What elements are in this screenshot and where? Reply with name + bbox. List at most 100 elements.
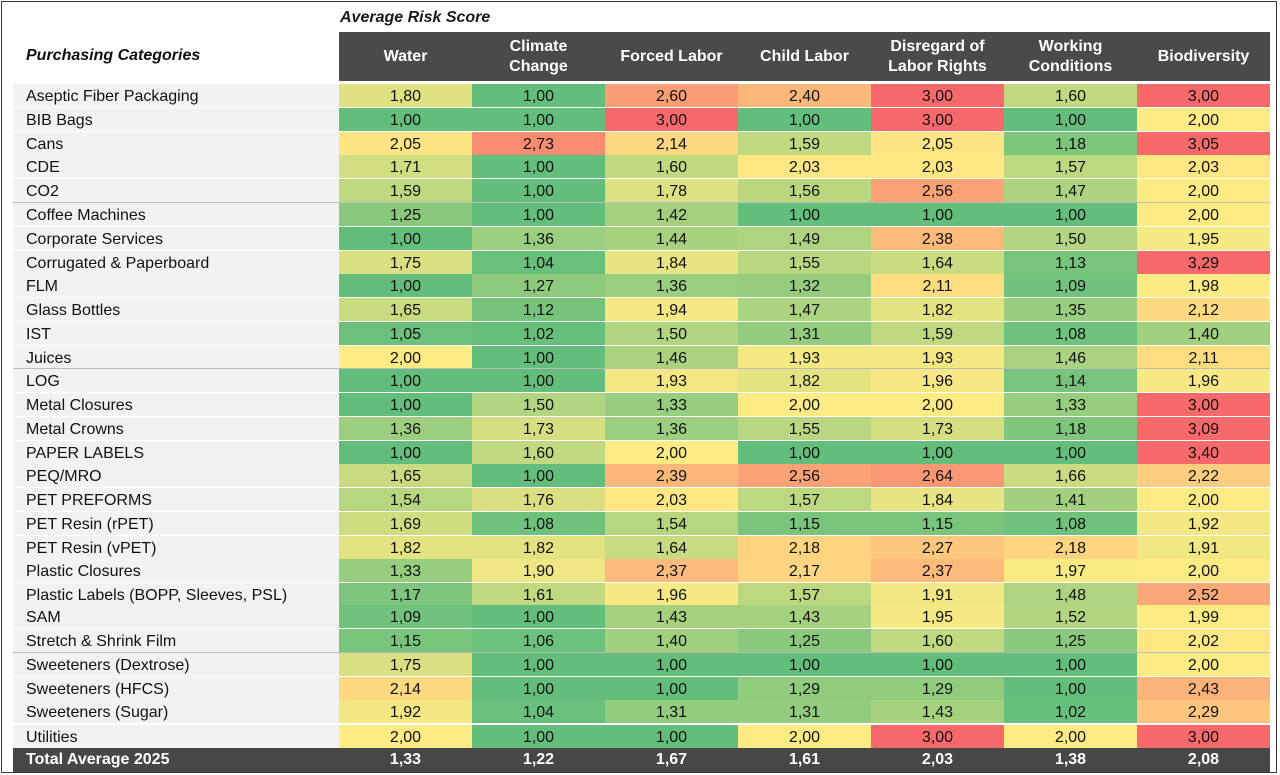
heatmap-cell: 1,36 [339,417,472,440]
heatmap-cell: 3,00 [871,725,1004,748]
heatmap-cell: 1,00 [738,203,871,226]
heatmap-cell: 1,59 [339,179,472,202]
group-separator [13,652,1270,653]
heatmap-cell: 2,64 [871,464,1004,487]
row-label: BIB Bags [26,112,93,129]
column-header: Biodiversity [1157,47,1250,65]
heatmap-cell: 3,00 [605,108,738,131]
column-header: Working Conditions [1028,37,1113,75]
heatmap-cell: 1,13 [1004,251,1137,274]
heatmap-cell: 1,18 [1004,417,1137,440]
total-value: 2,08 [1187,751,1220,768]
total-value: 1,67 [655,751,688,768]
heatmap-cell: 1,00 [339,274,472,297]
heatmap-cell: 1,36 [605,274,738,297]
heatmap-cell: 3,00 [1137,725,1270,748]
heatmap-cell: 1,57 [738,583,871,606]
row-label-band [13,417,339,440]
column-header-bar [339,32,1270,81]
heatmap-cell: 1,04 [472,251,605,274]
heatmap-cell: 2,56 [738,464,871,487]
heatmap-cell: 2,00 [1137,179,1270,202]
row-label: Stretch & Shrink Film [26,633,177,650]
heatmap-cell: 1,02 [472,322,605,345]
heatmap-cell: 2,14 [605,132,738,155]
heatmap-cell: 1,27 [472,274,605,297]
heatmap-cell: 1,00 [339,108,472,131]
row-header: Purchasing Categories [26,47,201,64]
heatmap-cell: 1,84 [871,488,1004,511]
row-label-band [13,605,339,628]
heatmap-cell: 3,00 [871,108,1004,131]
heatmap-cell: 1,96 [871,369,1004,392]
heatmap-cell: 2,14 [339,677,472,700]
heatmap-cell: 1,50 [472,393,605,416]
row-label-band [13,346,339,369]
heatmap-cell: 1,17 [339,583,472,606]
heatmap-cell: 2,27 [871,536,1004,559]
heatmap-cell: 1,60 [605,155,738,178]
heatmap-cell: 1,46 [605,346,738,369]
heatmap-cell: 1,00 [1004,677,1137,700]
heatmap-cell: 1,25 [339,203,472,226]
row-label: PET Resin (rPET) [26,516,154,533]
heatmap-cell: 2,00 [1137,653,1270,676]
heatmap-cell: 1,43 [738,605,871,628]
heatmap-cell: 1,00 [472,203,605,226]
row-label: CDE [26,159,60,176]
heatmap-cell: 1,60 [871,629,1004,652]
row-label-band [13,203,339,226]
heatmap-cell: 2,18 [738,536,871,559]
heatmap-cell: 2,05 [339,132,472,155]
heatmap-cell: 1,95 [1137,227,1270,250]
heatmap-cell: 1,33 [339,559,472,582]
row-label-band [13,583,339,606]
heatmap-cell: 1,00 [339,441,472,464]
heatmap-cell: 1,14 [1004,369,1137,392]
heatmap-cell: 2,00 [871,393,1004,416]
heatmap-cell: 1,59 [871,322,1004,345]
heatmap-cell: 2,03 [1137,155,1270,178]
row-label: Cans [26,136,64,153]
row-label-band [13,559,339,582]
heatmap-cell: 1,00 [871,653,1004,676]
row-label-band [13,677,339,700]
heatmap-cell: 1,49 [738,227,871,250]
heatmap-cell: 1,90 [472,559,605,582]
heatmap-cell: 1,76 [472,488,605,511]
heatmap-cell: 1,64 [605,536,738,559]
heatmap-cell: 1,32 [738,274,871,297]
heatmap-cell: 1,33 [1004,393,1137,416]
row-label: Utilities [26,729,78,746]
group-separator [13,368,1270,369]
heatmap-cell: 1,73 [472,417,605,440]
heatmap-cell: 1,08 [472,512,605,535]
heatmap-cell: 1,00 [871,203,1004,226]
row-label: Corporate Services [26,231,163,248]
heatmap-cell: 2,11 [1137,346,1270,369]
heatmap-cell: 1,52 [1004,605,1137,628]
row-label: PET PREFORMS [26,492,152,509]
heatmap-cell: 2,17 [738,559,871,582]
row-label: PET Resin (vPET) [26,540,157,557]
heatmap-cell: 1,00 [1004,653,1137,676]
row-label-band [13,179,339,202]
row-label-band [13,512,339,535]
row-label-band [13,322,339,345]
row-label-band [13,155,339,178]
heatmap-cell: 2,00 [1137,559,1270,582]
heatmap-cell: 1,82 [738,369,871,392]
heatmap-cell: 2,60 [605,84,738,107]
heatmap-cell: 1,00 [472,179,605,202]
total-value: 1,22 [522,751,555,768]
heatmap-cell: 1,00 [472,346,605,369]
heatmap-cell: 1,08 [1004,322,1137,345]
total-row [13,748,1270,772]
row-label: Metal Crowns [26,421,124,438]
heatmap-cell: 1,91 [871,583,1004,606]
row-label-band [13,251,339,274]
heatmap-cell: 1,09 [339,605,472,628]
heatmap-cell: 1,59 [738,132,871,155]
column-header: Climate Change [509,37,568,75]
row-label: IST [26,326,51,343]
